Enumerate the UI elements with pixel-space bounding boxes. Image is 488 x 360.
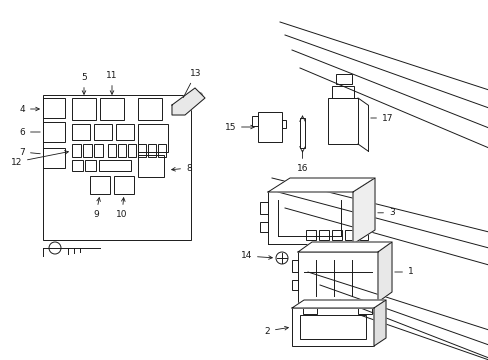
Bar: [43, 95, 191, 240]
Bar: [260, 222, 267, 232]
Bar: [43, 148, 65, 168]
Bar: [90, 176, 110, 194]
Bar: [335, 74, 351, 84]
Bar: [297, 252, 377, 302]
Bar: [99, 160, 131, 171]
Bar: [94, 144, 103, 157]
Bar: [345, 230, 354, 240]
Bar: [318, 230, 328, 240]
Bar: [291, 280, 297, 290]
Bar: [138, 144, 146, 157]
Bar: [118, 144, 126, 157]
Bar: [291, 308, 373, 346]
Bar: [291, 260, 297, 272]
Text: 13: 13: [183, 69, 201, 98]
Polygon shape: [267, 178, 374, 192]
Bar: [327, 98, 357, 144]
Bar: [331, 86, 353, 98]
Bar: [116, 124, 134, 140]
Text: 7: 7: [19, 148, 40, 157]
Bar: [148, 144, 156, 157]
Bar: [331, 230, 341, 240]
Bar: [72, 124, 90, 140]
Polygon shape: [172, 88, 204, 115]
Text: 12: 12: [11, 150, 68, 166]
Bar: [357, 302, 371, 314]
Text: 17: 17: [370, 113, 393, 122]
Bar: [72, 144, 81, 157]
Bar: [260, 202, 267, 214]
Bar: [72, 98, 96, 120]
Text: 4: 4: [20, 104, 39, 113]
Text: 1: 1: [394, 267, 413, 276]
Polygon shape: [373, 300, 385, 346]
Text: 9: 9: [93, 198, 100, 219]
Bar: [138, 155, 163, 177]
Text: 11: 11: [106, 71, 118, 94]
Bar: [299, 118, 305, 148]
Bar: [282, 120, 285, 128]
Bar: [138, 98, 162, 120]
Text: 15: 15: [224, 122, 254, 131]
Text: 14: 14: [240, 252, 272, 261]
Text: 16: 16: [296, 151, 307, 173]
Bar: [128, 144, 136, 157]
Bar: [72, 160, 83, 171]
Polygon shape: [291, 300, 385, 308]
Text: 8: 8: [171, 163, 191, 172]
Text: 5: 5: [81, 73, 87, 94]
Bar: [43, 122, 65, 142]
Bar: [83, 144, 92, 157]
Bar: [85, 160, 96, 171]
Bar: [114, 176, 134, 194]
Bar: [43, 98, 65, 118]
Bar: [94, 124, 112, 140]
Bar: [251, 116, 258, 126]
Bar: [357, 230, 367, 240]
Bar: [158, 144, 165, 157]
Text: 6: 6: [19, 127, 40, 136]
Bar: [138, 124, 168, 152]
Bar: [258, 112, 282, 142]
Text: 2: 2: [264, 327, 288, 336]
Polygon shape: [352, 178, 374, 244]
Bar: [305, 230, 315, 240]
Bar: [303, 302, 316, 314]
Text: 10: 10: [116, 198, 127, 219]
Polygon shape: [297, 242, 391, 252]
Polygon shape: [377, 242, 391, 302]
Bar: [108, 144, 116, 157]
Bar: [100, 98, 124, 120]
Bar: [299, 315, 365, 339]
Text: 3: 3: [377, 208, 394, 217]
